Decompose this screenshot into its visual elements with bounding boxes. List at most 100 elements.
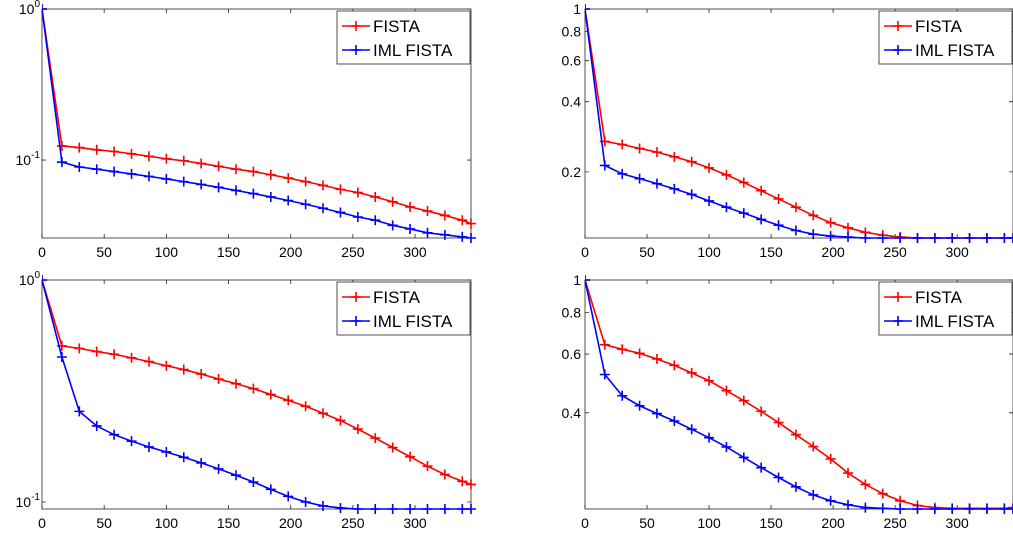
data-point-marker: [143, 151, 154, 162]
data-point-marker: [74, 343, 85, 354]
data-point-marker: [387, 504, 398, 514]
data-point-marker: [877, 488, 888, 499]
data-point-marker: [457, 231, 468, 242]
data-point-marker: [704, 432, 715, 443]
data-point-marker: [825, 231, 836, 242]
data-point-marker: [405, 504, 416, 514]
data-point-marker: [283, 491, 294, 502]
legend-label: IML FISTA: [915, 41, 995, 60]
data-point-marker: [265, 389, 276, 400]
data-point-marker: [387, 220, 398, 231]
data-point-marker: [669, 416, 680, 427]
data-point-marker: [42, 275, 47, 285]
x-tick-label: 0: [581, 244, 589, 260]
series-fista: [585, 275, 1013, 514]
data-point-marker: [466, 479, 476, 490]
y-tick-label: 1: [573, 272, 581, 288]
data-point-marker: [686, 367, 697, 378]
x-tick-label: 300: [945, 244, 969, 260]
data-point-marker: [721, 169, 732, 180]
legend-box: [336, 281, 471, 336]
data-point-marker: [91, 164, 102, 175]
legend-marker: [893, 21, 903, 31]
x-tick-label: 250: [883, 244, 907, 260]
data-point-marker: [825, 217, 836, 228]
data-point-marker: [230, 378, 241, 389]
plot-area: [584, 8, 1013, 239]
data-point-marker: [466, 233, 476, 243]
x-tick-label: 150: [759, 244, 783, 260]
y-tick-label: 0.2: [562, 164, 582, 180]
x-tick-label: 0: [38, 244, 46, 260]
data-point-marker: [161, 173, 172, 184]
data-point-marker: [439, 229, 450, 240]
data-point-marker: [585, 275, 590, 285]
series-iml-fista: [42, 4, 476, 243]
data-point-marker: [126, 148, 137, 159]
y-tick-label: 0.8: [562, 24, 582, 40]
data-point-marker: [947, 504, 958, 514]
data-point-marker: [91, 420, 102, 431]
data-point-marker: [634, 173, 645, 184]
data-point-marker: [651, 353, 662, 364]
data-point-marker: [704, 162, 715, 173]
data-point-marker: [964, 504, 975, 514]
data-point-marker: [178, 452, 189, 463]
legend: FISTA IML FISTA: [336, 281, 471, 336]
data-point-marker: [439, 210, 450, 221]
x-tick-label: 200: [821, 244, 845, 260]
x-tick-label: 300: [403, 515, 427, 531]
data-point-marker: [686, 424, 697, 435]
data-point-marker: [721, 385, 732, 396]
data-point-marker: [161, 446, 172, 457]
data-point-marker: [895, 233, 906, 243]
data-point-marker: [56, 351, 67, 362]
data-point-marker: [860, 233, 871, 243]
data-point-marker: [352, 504, 363, 514]
data-point-marker: [56, 140, 67, 151]
data-point-marker: [773, 417, 784, 428]
data-point-marker: [300, 401, 311, 412]
data-point-marker: [756, 185, 767, 196]
legend-marker: [351, 21, 361, 31]
data-point-marker: [370, 504, 381, 514]
data-point-marker: [439, 504, 450, 514]
data-point-marker: [213, 374, 224, 385]
data-point-marker: [843, 468, 854, 479]
data-point-marker: [790, 225, 801, 236]
x-tick-label: 200: [821, 515, 845, 531]
data-point-marker: [1008, 504, 1013, 514]
data-point-marker: [74, 142, 85, 153]
data-point-marker: [422, 206, 433, 217]
data-point-marker: [877, 503, 888, 514]
x-tick-label: 150: [217, 515, 241, 531]
data-point-marker: [738, 177, 749, 188]
data-point-marker: [405, 223, 416, 234]
data-point-marker: [773, 220, 784, 231]
data-point-marker: [213, 161, 224, 172]
data-point-marker: [335, 184, 346, 195]
data-point-marker: [405, 201, 416, 212]
data-point-marker: [947, 233, 958, 243]
data-point-marker: [196, 457, 207, 468]
x-tick-label: 200: [279, 244, 303, 260]
data-point-marker: [686, 156, 697, 167]
data-point-marker: [843, 232, 854, 243]
data-point-marker: [634, 143, 645, 154]
legend-label: FISTA: [373, 288, 421, 307]
data-point-marker: [439, 469, 450, 480]
chart-panel-1: 0 50 100 150 200 250 300 10-1 100 FISTA IML FISTA: [16, 0, 476, 260]
data-point-marker: [756, 406, 767, 417]
legend-label: FISTA: [915, 17, 963, 36]
legend: FISTA IML FISTA: [878, 10, 1013, 65]
data-point-marker: [178, 364, 189, 375]
data-point-marker: [318, 500, 329, 511]
data-point-marker: [843, 499, 854, 510]
data-point-marker: [457, 476, 468, 487]
x-tick-label: 100: [697, 515, 721, 531]
data-point-marker: [790, 429, 801, 440]
data-point-marker: [669, 360, 680, 371]
x-tick-label: 250: [883, 515, 907, 531]
series-iml-fista: [585, 275, 1013, 514]
